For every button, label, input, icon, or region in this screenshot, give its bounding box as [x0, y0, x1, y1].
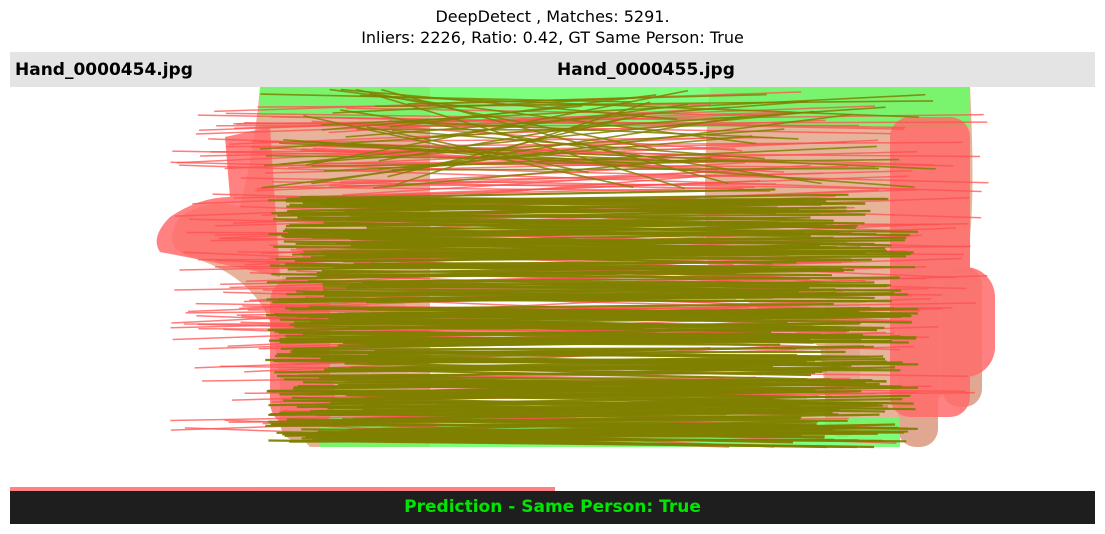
inlier-match-line	[407, 93, 767, 105]
figure-title-line1: DeepDetect , Matches: 5291.	[435, 7, 670, 26]
inlier-match-line	[285, 307, 876, 317]
inlier-match-line	[292, 380, 887, 390]
inlier-match-lines	[260, 88, 936, 449]
inlier-match-line	[278, 331, 863, 336]
inlier-match-line	[268, 417, 801, 423]
outlier-bottom-edge-line	[10, 487, 555, 491]
inlier-match-line	[283, 139, 646, 165]
inlier-match-line	[271, 209, 847, 215]
inlier-match-line	[362, 408, 839, 416]
inlier-match-line	[273, 359, 919, 366]
inlier-match-line	[373, 157, 712, 189]
outlier-match-line	[199, 105, 876, 132]
inlier-match-line	[370, 219, 856, 229]
inlier-match-line	[345, 285, 888, 289]
inlier-match-line	[292, 140, 915, 188]
inlier-match-line	[336, 236, 834, 244]
right-image-label: Hand_0000455.jpg	[557, 60, 735, 80]
inlier-match-line	[320, 93, 926, 126]
inlier-match-line	[366, 339, 862, 348]
inlier-match-line	[306, 89, 689, 166]
inlier-match-line	[341, 424, 840, 433]
inlier-match-line	[296, 290, 875, 300]
outlier-match-line	[229, 119, 826, 145]
inlier-match-line	[359, 318, 823, 329]
inlier-match-line	[314, 296, 773, 301]
outlier-match-line	[240, 177, 917, 190]
match-canvas	[10, 87, 1095, 491]
inlier-match-line	[340, 109, 822, 185]
prediction-bar: Prediction - Same Person: True	[10, 491, 1095, 524]
inlier-match-line	[268, 232, 838, 236]
image-label-bar: Hand_0000454.jpg Hand_0000455.jpg	[10, 52, 1095, 87]
inlier-match-line	[317, 141, 936, 170]
inlier-match-line	[261, 113, 852, 189]
inlier-match-line	[289, 438, 835, 443]
inlier-match-line	[271, 273, 800, 280]
inlier-match-line	[311, 158, 900, 167]
inlier-match-line	[364, 390, 839, 400]
inlier-match-line	[392, 167, 879, 171]
inlier-match-line	[389, 94, 657, 128]
inlier-match-line	[317, 430, 825, 439]
inlier-match-line	[260, 106, 886, 150]
inlier-match-line	[287, 258, 872, 271]
inlier-match-line	[308, 280, 820, 284]
outlier-match-line	[313, 162, 876, 169]
inlier-match-line	[368, 335, 901, 345]
inlier-match-line	[279, 142, 691, 163]
inlier-match-line	[283, 399, 916, 411]
inlier-match-line	[342, 240, 776, 249]
inlier-match-line	[327, 326, 830, 339]
inlier-match-line	[324, 204, 778, 209]
inlier-match-line	[345, 100, 809, 138]
match-visualization-panel: Hand_0000454.jpg Hand_0000455.jpg	[10, 52, 1095, 524]
inlier-match-line	[359, 94, 919, 118]
left-image-label: Hand_0000454.jpg	[15, 60, 193, 80]
inlier-match-line	[296, 398, 903, 409]
prediction-text: Prediction - Same Person: True	[404, 497, 701, 517]
inlier-match-line	[323, 221, 771, 233]
inlier-match-line	[297, 216, 865, 225]
inlier-match-line	[299, 245, 779, 256]
inlier-match-line	[321, 269, 832, 277]
inlier-match-line	[286, 205, 777, 215]
outlier-match-line	[195, 112, 803, 135]
outlier-match-line	[271, 181, 744, 190]
outlier-region-right-fingers	[900, 267, 995, 377]
inlier-match-line	[344, 379, 873, 384]
inlier-match-line	[274, 354, 798, 358]
inlier-match-line	[333, 354, 783, 364]
inlier-match-line	[264, 128, 785, 167]
figure-title: DeepDetect , Matches: 5291. Inliers: 222…	[0, 6, 1105, 48]
inlier-match-line	[348, 326, 850, 332]
inlier-match-line	[321, 105, 583, 131]
inlier-match-line	[342, 393, 808, 399]
inlier-match-line	[322, 282, 892, 287]
inlier-match-line	[366, 235, 892, 247]
inlier-match-line	[392, 129, 765, 160]
inlier-match-line	[378, 114, 645, 162]
figure-title-line2: Inliers: 2226, Ratio: 0.42, GT Same Pers…	[361, 28, 744, 47]
inlier-match-line	[355, 88, 656, 150]
inlier-match-line	[343, 251, 787, 263]
inlier-match-line	[374, 100, 934, 108]
inlier-match-line	[328, 367, 901, 372]
inlier-match-line	[285, 269, 844, 280]
inlier-match-line	[260, 93, 632, 103]
